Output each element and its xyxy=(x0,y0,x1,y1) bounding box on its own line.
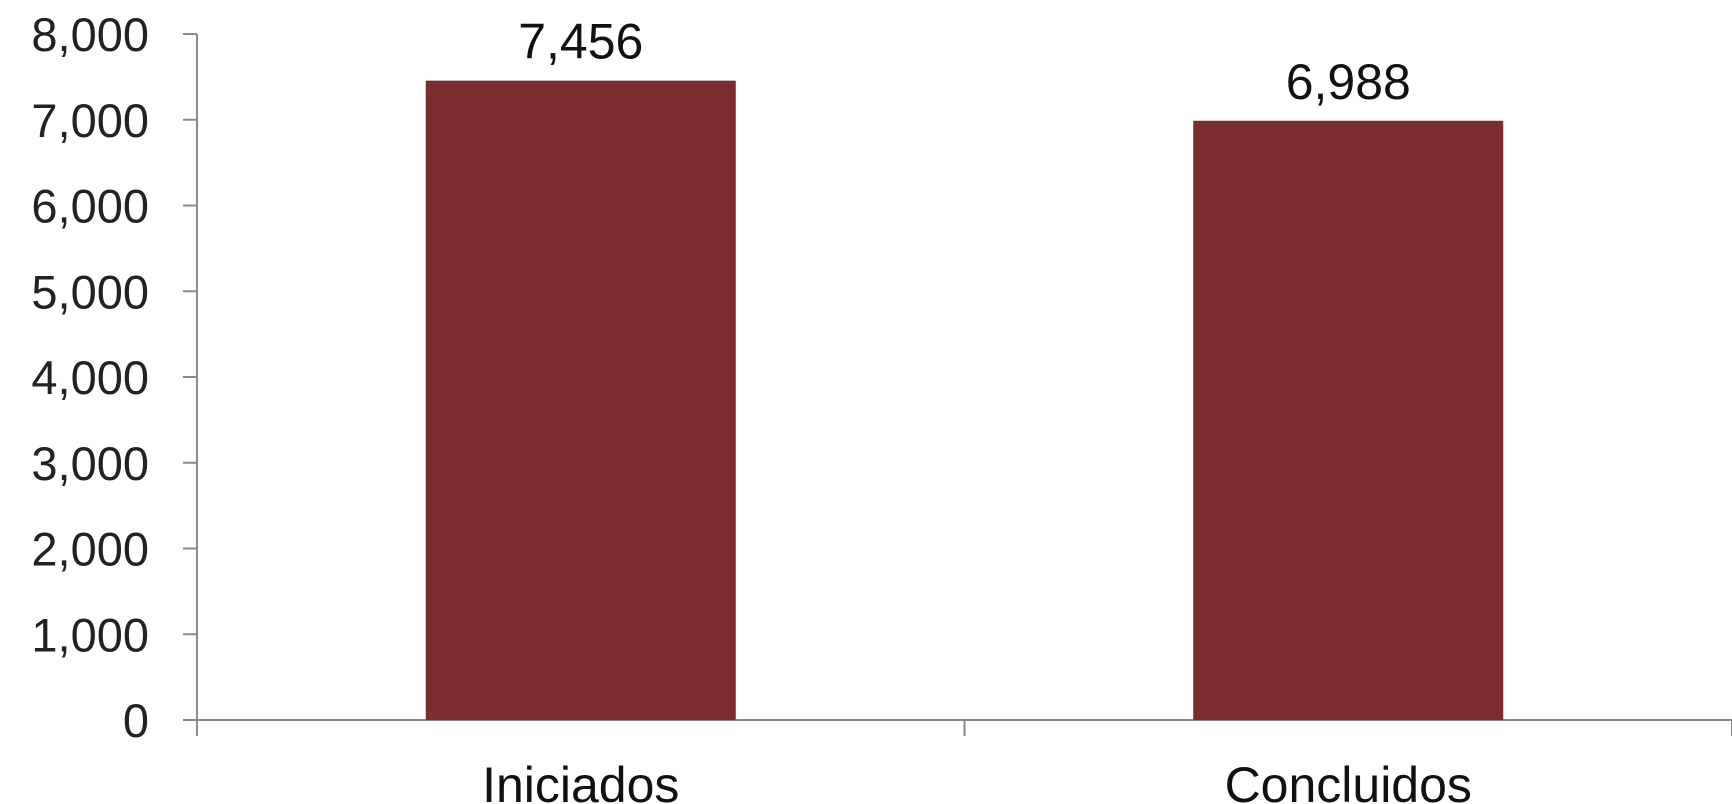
data-label-iniciados: 7,456 xyxy=(518,14,643,70)
category-labels: Iniciados Concluidos xyxy=(482,757,1472,804)
y-tick-label: 3,000 xyxy=(31,437,149,490)
bar-iniciados xyxy=(425,80,736,720)
data-labels: 7,456 6,988 xyxy=(518,14,1411,110)
bars xyxy=(425,80,1504,721)
y-tick-label: 2,000 xyxy=(31,523,149,576)
category-label-concluidos: Concluidos xyxy=(1225,757,1472,804)
y-axis: 0 1,000 2,000 3,000 4,000 5,000 6,000 7,000 8,00… xyxy=(31,8,198,747)
y-tick-label: 6,000 xyxy=(31,180,149,233)
y-tick-label: 5,000 xyxy=(31,265,149,318)
y-tick-label: 4,000 xyxy=(31,351,149,404)
x-axis xyxy=(196,719,1732,736)
bar-concluidos xyxy=(1193,120,1504,721)
y-tick-label: 1,000 xyxy=(31,608,149,661)
y-tick-label: 8,000 xyxy=(31,8,149,61)
y-tick-label: 7,000 xyxy=(31,94,149,147)
data-label-concluidos: 6,988 xyxy=(1286,54,1411,110)
category-label-iniciados: Iniciados xyxy=(482,757,679,804)
y-tick-label: 0 xyxy=(123,694,149,747)
